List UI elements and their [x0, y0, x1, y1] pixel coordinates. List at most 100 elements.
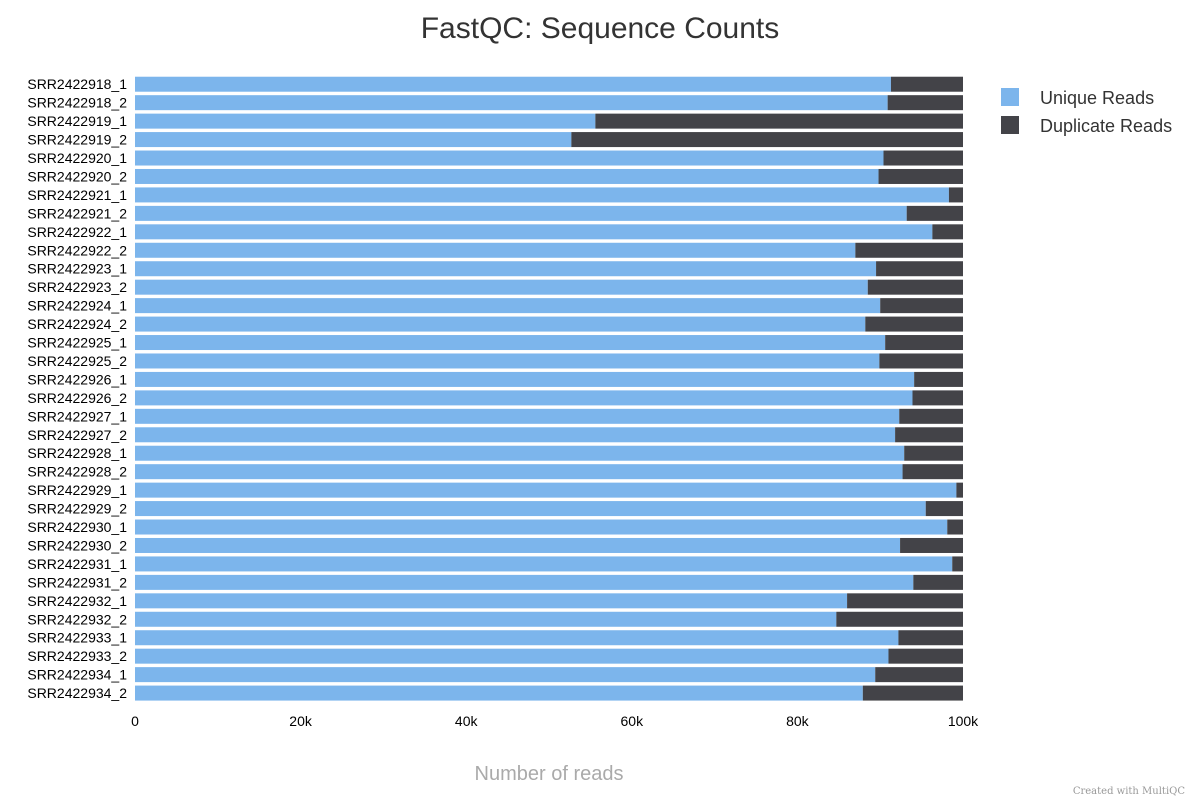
- bar-duplicate-SRR2422924_1[interactable]: [880, 298, 963, 314]
- bar-duplicate-SRR2422924_2[interactable]: [865, 316, 963, 332]
- bar-duplicate-SRR2422930_2[interactable]: [900, 537, 963, 553]
- y-axis-label: SRR2422918_1: [27, 76, 127, 92]
- credit-text[interactable]: Created with MultiQC: [1073, 786, 1186, 797]
- bar-unique-SRR2422930_1[interactable]: [135, 519, 948, 535]
- bar-unique-SRR2422930_2[interactable]: [135, 537, 901, 553]
- bar-duplicate-SRR2422927_1[interactable]: [899, 408, 963, 424]
- bar-unique-SRR2422919_1[interactable]: [135, 113, 596, 129]
- y-axis-label: SRR2422921_1: [27, 187, 127, 203]
- legend-swatch-unique[interactable]: [1001, 88, 1019, 106]
- y-axis-label: SRR2422934_2: [27, 685, 127, 701]
- bar-unique-SRR2422920_2[interactable]: [135, 168, 879, 184]
- bar-duplicate-SRR2422929_1[interactable]: [956, 482, 963, 498]
- bar-unique-SRR2422918_2[interactable]: [135, 95, 888, 111]
- bar-unique-SRR2422922_2[interactable]: [135, 242, 856, 258]
- legend[interactable]: Unique Reads Duplicate Reads: [1001, 88, 1172, 136]
- bar-unique-SRR2422925_1[interactable]: [135, 335, 886, 351]
- legend-label-duplicate[interactable]: Duplicate Reads: [1040, 116, 1172, 136]
- y-axis-label: SRR2422924_1: [27, 298, 127, 314]
- bar-unique-SRR2422932_2[interactable]: [135, 611, 837, 627]
- legend-swatch-duplicate[interactable]: [1001, 116, 1019, 134]
- y-axis-label: SRR2422923_1: [27, 261, 127, 277]
- bars-group: [135, 76, 963, 701]
- bar-duplicate-SRR2422926_1[interactable]: [914, 371, 963, 387]
- bar-unique-SRR2422929_2[interactable]: [135, 501, 926, 517]
- bar-unique-SRR2422923_2[interactable]: [135, 279, 868, 295]
- bar-unique-SRR2422932_1[interactable]: [135, 593, 848, 609]
- bar-duplicate-SRR2422920_2[interactable]: [878, 168, 963, 184]
- bar-unique-SRR2422924_1[interactable]: [135, 298, 881, 314]
- bar-unique-SRR2422924_2[interactable]: [135, 316, 866, 332]
- bar-duplicate-SRR2422921_2[interactable]: [906, 205, 963, 221]
- bar-unique-SRR2422928_2[interactable]: [135, 464, 903, 480]
- y-axis-label: SRR2422919_1: [27, 113, 127, 129]
- bar-unique-SRR2422918_1[interactable]: [135, 76, 891, 92]
- bar-duplicate-SRR2422934_2[interactable]: [862, 685, 963, 701]
- x-tick-label: 80k: [786, 713, 810, 729]
- legend-label-unique[interactable]: Unique Reads: [1040, 88, 1154, 108]
- bar-duplicate-SRR2422934_1[interactable]: [875, 667, 963, 683]
- bar-unique-SRR2422923_1[interactable]: [135, 261, 877, 277]
- bar-duplicate-SRR2422927_2[interactable]: [895, 427, 963, 443]
- bar-duplicate-SRR2422933_2[interactable]: [888, 648, 963, 664]
- bar-duplicate-SRR2422933_1[interactable]: [898, 630, 963, 646]
- bar-duplicate-SRR2422922_1[interactable]: [932, 224, 963, 240]
- y-axis-label: SRR2422931_2: [27, 574, 127, 590]
- bar-unique-SRR2422934_1[interactable]: [135, 667, 876, 683]
- y-axis-label: SRR2422922_1: [27, 224, 127, 240]
- y-axis-label: SRR2422930_2: [27, 537, 127, 553]
- bar-unique-SRR2422929_1[interactable]: [135, 482, 957, 498]
- bar-duplicate-SRR2422931_1[interactable]: [952, 556, 963, 572]
- bar-duplicate-SRR2422923_2[interactable]: [867, 279, 963, 295]
- y-axis-label: SRR2422934_1: [27, 667, 127, 683]
- bar-duplicate-SRR2422923_1[interactable]: [876, 261, 963, 277]
- bar-duplicate-SRR2422931_2[interactable]: [913, 574, 963, 590]
- bar-duplicate-SRR2422919_1[interactable]: [595, 113, 963, 129]
- bar-duplicate-SRR2422929_2[interactable]: [925, 501, 963, 517]
- bar-unique-SRR2422921_2[interactable]: [135, 205, 907, 221]
- bar-duplicate-SRR2422919_2[interactable]: [571, 132, 963, 148]
- x-tick-label: 20k: [289, 713, 313, 729]
- bar-unique-SRR2422922_1[interactable]: [135, 224, 933, 240]
- y-axis-label: SRR2422922_2: [27, 242, 127, 258]
- bar-duplicate-SRR2422918_1[interactable]: [890, 76, 963, 92]
- bar-duplicate-SRR2422925_1[interactable]: [885, 335, 963, 351]
- bar-duplicate-SRR2422920_1[interactable]: [883, 150, 963, 166]
- bar-unique-SRR2422933_2[interactable]: [135, 648, 889, 664]
- bar-duplicate-SRR2422918_2[interactable]: [887, 95, 963, 111]
- bar-duplicate-SRR2422921_1[interactable]: [948, 187, 963, 203]
- y-axis-label: SRR2422919_2: [27, 132, 127, 148]
- bar-unique-SRR2422931_1[interactable]: [135, 556, 953, 572]
- bar-duplicate-SRR2422932_2[interactable]: [836, 611, 963, 627]
- y-axis-label: SRR2422928_1: [27, 445, 127, 461]
- bar-duplicate-SRR2422932_1[interactable]: [847, 593, 963, 609]
- bar-unique-SRR2422926_2[interactable]: [135, 390, 913, 406]
- x-tick-label: 40k: [455, 713, 479, 729]
- bar-unique-SRR2422928_1[interactable]: [135, 445, 905, 461]
- bar-unique-SRR2422931_2[interactable]: [135, 574, 914, 590]
- bar-duplicate-SRR2422926_2[interactable]: [912, 390, 963, 406]
- x-tick-label: 0: [131, 713, 139, 729]
- y-axis-label: SRR2422929_2: [27, 501, 127, 517]
- y-axis-label: SRR2422926_1: [27, 371, 127, 387]
- bar-unique-SRR2422925_2[interactable]: [135, 353, 880, 369]
- bar-duplicate-SRR2422925_2[interactable]: [879, 353, 963, 369]
- y-axis-label: SRR2422929_1: [27, 482, 127, 498]
- bar-unique-SRR2422926_1[interactable]: [135, 371, 915, 387]
- x-axis-title: Number of reads: [475, 763, 624, 785]
- bar-duplicate-SRR2422928_2[interactable]: [902, 464, 963, 480]
- bar-unique-SRR2422933_1[interactable]: [135, 630, 899, 646]
- bar-unique-SRR2422921_1[interactable]: [135, 187, 949, 203]
- bar-unique-SRR2422934_2[interactable]: [135, 685, 863, 701]
- bar-unique-SRR2422919_2[interactable]: [135, 132, 572, 148]
- bar-unique-SRR2422927_1[interactable]: [135, 408, 900, 424]
- bar-unique-SRR2422927_2[interactable]: [135, 427, 896, 443]
- y-axis-label: SRR2422933_1: [27, 630, 127, 646]
- bar-duplicate-SRR2422922_2[interactable]: [855, 242, 963, 258]
- bar-unique-SRR2422920_1[interactable]: [135, 150, 884, 166]
- chart-title: FastQC: Sequence Counts: [421, 12, 780, 45]
- bar-duplicate-SRR2422928_1[interactable]: [904, 445, 963, 461]
- y-axis-label: SRR2422924_2: [27, 316, 127, 332]
- bar-duplicate-SRR2422930_1[interactable]: [947, 519, 963, 535]
